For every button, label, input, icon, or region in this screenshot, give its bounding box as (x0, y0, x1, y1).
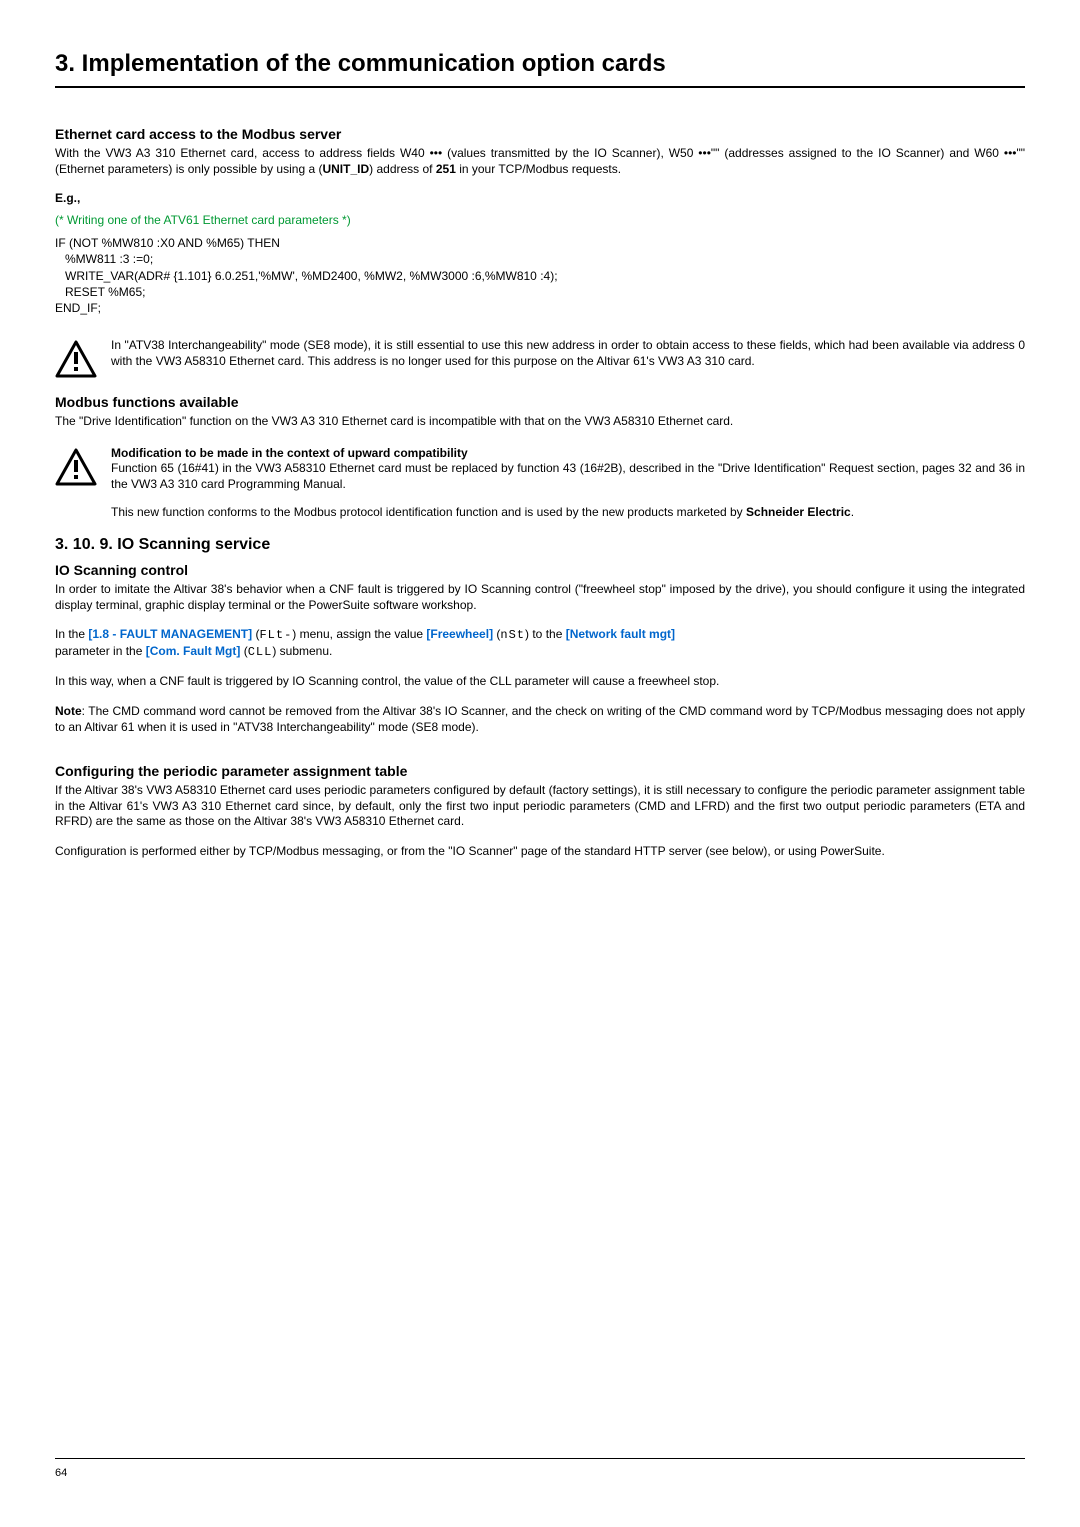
modbus-body: The "Drive Identification" function on t… (55, 414, 1025, 430)
io-scanning-title: 3. 10. 9. IO Scanning service (55, 536, 1025, 554)
config-table-p1: If the Altivar 38's VW3 A58310 Ethernet … (55, 783, 1025, 830)
menu-line2-pre: parameter in the (55, 644, 146, 658)
io-scanning-control-heading: IO Scanning control (55, 562, 1025, 578)
io-scanning-p1: In order to imitate the Altivar 38's beh… (55, 582, 1025, 613)
menu-code-4: (CLL) (244, 644, 277, 658)
io-scanning-note: Note: The CMD command word cannot be rem… (55, 704, 1025, 735)
io-scanning-menu-line: In the [1.8 - FAULT MANAGEMENT] (FLt-) m… (55, 627, 1025, 644)
modbus-heading: Modbus functions available (55, 394, 1025, 410)
ethernet-access-heading: Ethernet card access to the Modbus serve… (55, 126, 1025, 142)
menu-freewheel: [Freewheel] (426, 627, 493, 641)
menu-code-2: (nSt) (496, 627, 529, 641)
menu-pre: In the (55, 627, 88, 641)
warning-icon (55, 448, 97, 486)
code-block: IF (NOT %MW810 :X0 AND %M65) THEN %MW811… (55, 235, 1025, 316)
warning-1-text: In "ATV38 Interchangeability" mode (SE8 … (111, 338, 1025, 369)
menu-fault-management: [1.8 - FAULT MANAGEMENT] (88, 627, 252, 641)
menu-network-fault: [Network fault mgt] (566, 627, 675, 641)
menu-mid1: menu, assign the value (296, 627, 426, 641)
note-body: : The CMD command word cannot be removed… (55, 704, 1025, 734)
warning-2-title: Modification to be made in the context o… (111, 446, 468, 460)
warning-2-p1: Function 65 (16#41) in the VW3 A58310 Et… (111, 461, 1025, 491)
title-rule (55, 86, 1025, 88)
warning-2-text: Modification to be made in the context o… (111, 446, 1025, 520)
warning-block-1: In "ATV38 Interchangeability" mode (SE8 … (55, 338, 1025, 378)
config-table-heading: Configuring the periodic parameter assig… (55, 763, 1025, 779)
menu-mid2: to the (529, 627, 566, 641)
eg-label: E.g., (55, 191, 1025, 205)
page-footer: 64 (55, 1458, 1025, 1479)
warning-block-2: Modification to be made in the context o… (55, 446, 1025, 520)
menu-code-1: (FLt-) (255, 627, 296, 641)
code-comment: (* Writing one of the ATV61 Ethernet car… (55, 213, 1025, 227)
menu-com-fault: [Com. Fault Mgt] (146, 644, 241, 658)
note-label: Note (55, 704, 82, 718)
config-table-p2: Configuration is performed either by TCP… (55, 844, 1025, 860)
footer-rule (55, 1458, 1025, 1459)
warning-icon (55, 340, 97, 378)
chapter-title: 3. Implementation of the communication o… (55, 50, 1025, 78)
menu-line2-post: submenu. (276, 644, 332, 658)
ethernet-access-body: With the VW3 A3 310 Ethernet card, acces… (55, 146, 1025, 177)
io-scanning-menu-line2: parameter in the [Com. Fault Mgt] (CLL) … (55, 644, 1025, 661)
page-number: 64 (55, 1467, 1025, 1479)
io-scanning-p3: In this way, when a CNF fault is trigger… (55, 674, 1025, 690)
